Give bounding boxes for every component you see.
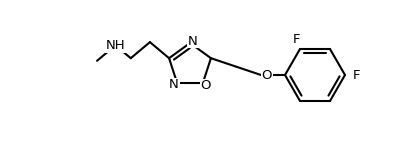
Text: O: O: [262, 69, 272, 82]
Text: NH: NH: [106, 39, 125, 52]
Text: F: F: [352, 69, 360, 82]
Text: N: N: [188, 34, 198, 47]
Text: F: F: [292, 33, 300, 46]
Text: O: O: [201, 79, 211, 92]
Text: N: N: [169, 78, 179, 91]
